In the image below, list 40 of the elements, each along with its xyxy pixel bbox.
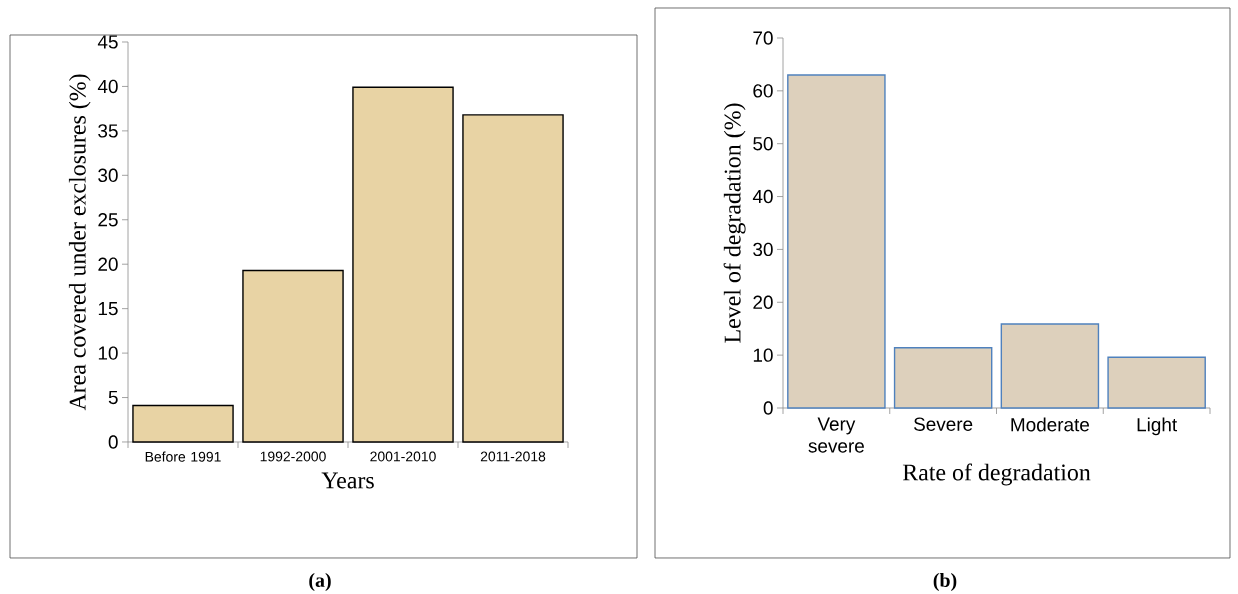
x-tick-label: Before 1991 xyxy=(145,451,221,462)
x-tick-label: Moderate xyxy=(1011,417,1090,432)
x-tick-label: Very severe xyxy=(808,417,864,453)
y-tick-label: 20 xyxy=(98,257,118,271)
x-tick-label: 2001-2010 xyxy=(370,451,436,462)
x-tick-label: Severe xyxy=(914,417,973,431)
y-tick-label: 40 xyxy=(97,79,118,94)
x-axis-title: Years xyxy=(321,472,374,489)
y-tick-label: 25 xyxy=(98,213,118,227)
y-tick-label: 20 xyxy=(753,295,773,309)
bar xyxy=(352,86,454,443)
y-tick-label: 70 xyxy=(753,31,773,45)
y-tick-label: 0 xyxy=(763,401,773,415)
y-tick-label: 30 xyxy=(753,242,773,257)
y-tick-label: 0 xyxy=(108,435,118,449)
y-tick-label: 40 xyxy=(752,189,773,204)
bar xyxy=(893,347,993,409)
bar xyxy=(132,404,234,443)
y-tick-label: 60 xyxy=(753,84,773,98)
bar xyxy=(1107,356,1206,409)
y-tick-label: 10 xyxy=(753,348,773,362)
text: (a) xyxy=(309,572,331,592)
x-tick-label: 1992-2000 xyxy=(260,451,326,462)
x-tick-label: Light xyxy=(1137,417,1178,436)
y-tick-label: 10 xyxy=(98,346,118,360)
y-tick-label: 15 xyxy=(98,302,118,316)
text: (b) xyxy=(933,572,957,592)
x-tick-label: 2011-2018 xyxy=(480,451,546,462)
bar xyxy=(1000,323,1100,409)
y-axis-title: Level of degradation (%) xyxy=(723,103,746,343)
y-tick-label: 5 xyxy=(108,390,118,405)
bar xyxy=(242,269,344,443)
y-axis-title: Area covered under exclosures (%) xyxy=(68,74,91,411)
x-axis-title: Rate of degradation xyxy=(902,463,1091,486)
bar xyxy=(787,74,886,409)
y-tick-label: 35 xyxy=(98,124,118,138)
y-tick-label: 45 xyxy=(97,35,118,49)
y-tick-label: 50 xyxy=(753,137,773,151)
y-tick-label: 30 xyxy=(98,168,118,183)
bar xyxy=(462,114,564,443)
